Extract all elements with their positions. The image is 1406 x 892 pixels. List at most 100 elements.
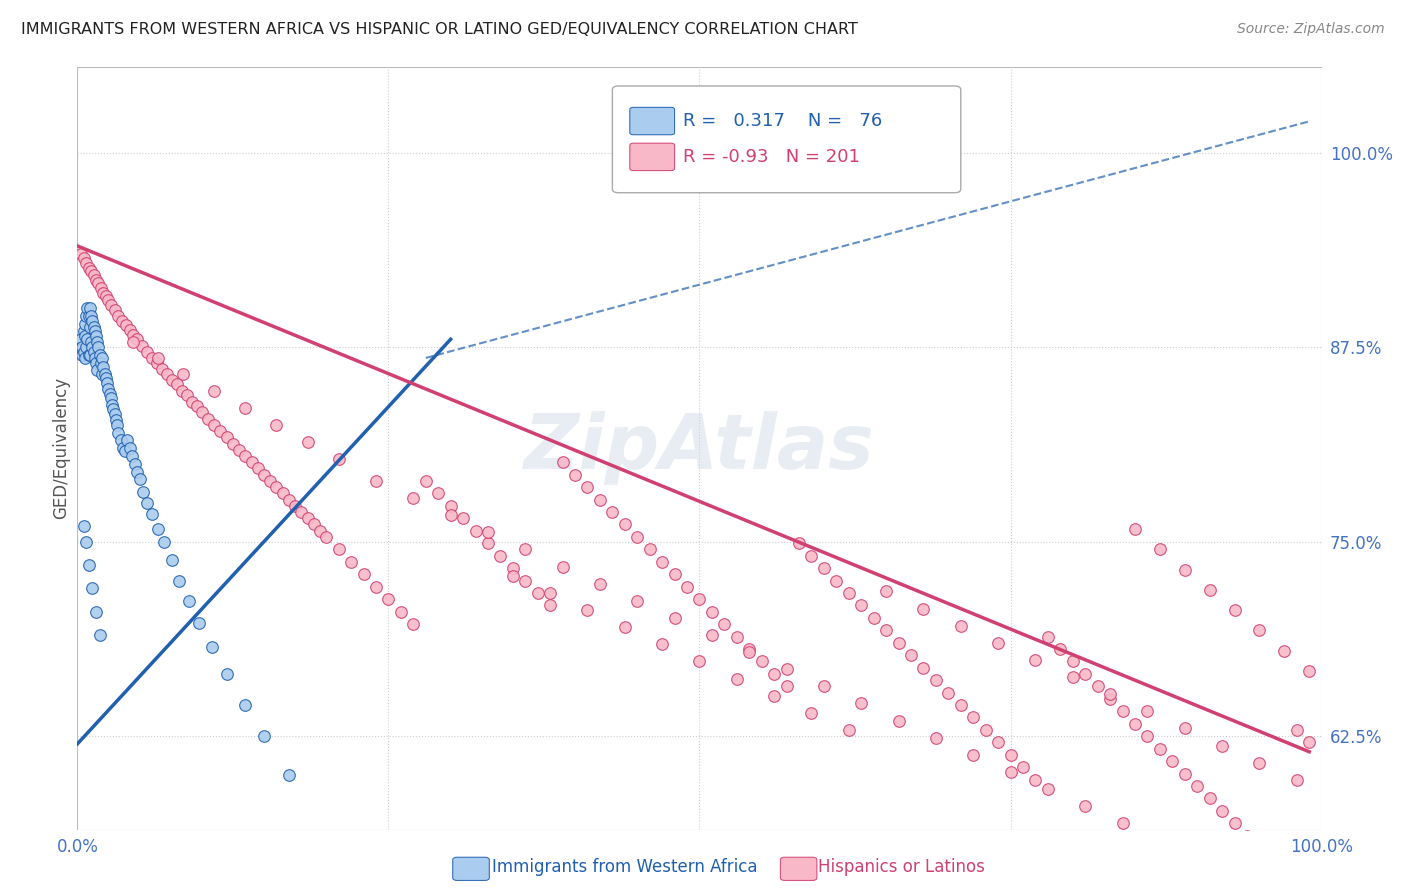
Point <box>156 367 179 381</box>
Point <box>763 667 786 681</box>
Point <box>160 553 183 567</box>
Point <box>1223 868 1246 882</box>
Point <box>1236 829 1258 843</box>
Point <box>100 392 122 406</box>
Point <box>191 405 214 419</box>
Point <box>1123 522 1146 536</box>
Point <box>838 723 860 737</box>
Point <box>489 549 512 563</box>
Point <box>197 411 219 425</box>
Point <box>72 344 94 359</box>
Point <box>259 474 281 488</box>
Point <box>515 542 537 557</box>
Point <box>689 592 711 607</box>
Point <box>73 351 96 365</box>
Point <box>114 444 136 458</box>
Point <box>77 260 100 275</box>
Point <box>364 474 387 488</box>
Point <box>538 599 561 613</box>
Point <box>1036 782 1059 797</box>
Point <box>415 474 437 488</box>
Point <box>875 624 897 638</box>
Point <box>1161 754 1184 768</box>
Point <box>148 351 170 365</box>
Point <box>477 525 499 540</box>
Point <box>80 335 103 350</box>
Point <box>72 348 94 362</box>
Point <box>101 398 124 412</box>
Point <box>353 567 375 582</box>
Point <box>402 617 425 632</box>
Point <box>122 327 145 342</box>
Text: Immigrants from Western Africa: Immigrants from Western Africa <box>492 858 758 876</box>
Point <box>515 574 537 588</box>
Point <box>1149 833 1171 847</box>
Point <box>77 309 100 323</box>
Point <box>125 332 148 346</box>
Point <box>118 323 141 337</box>
Point <box>233 698 256 712</box>
Point <box>328 452 350 467</box>
Point <box>1174 722 1197 736</box>
Point <box>664 611 686 625</box>
Point <box>75 256 97 270</box>
Point <box>73 317 96 331</box>
Point <box>83 351 105 365</box>
Point <box>838 586 860 600</box>
Point <box>107 309 129 323</box>
Point <box>146 356 169 370</box>
Point <box>1272 643 1295 657</box>
Point <box>613 517 636 532</box>
Point <box>725 630 748 644</box>
Point <box>713 617 735 632</box>
Point <box>80 309 103 323</box>
Point <box>166 377 188 392</box>
Point <box>141 351 163 365</box>
Point <box>613 620 636 634</box>
Point <box>76 332 98 346</box>
Point <box>1249 841 1271 855</box>
Point <box>112 441 135 455</box>
Point <box>862 611 884 625</box>
Point <box>1211 739 1233 753</box>
Point <box>180 394 202 409</box>
Point <box>1036 630 1059 644</box>
Point <box>689 655 711 669</box>
Point <box>1024 772 1046 787</box>
Point <box>1261 854 1284 868</box>
Point <box>79 301 101 315</box>
Point <box>439 508 461 523</box>
Point <box>875 584 897 599</box>
Point <box>150 362 173 376</box>
Text: IMMIGRANTS FROM WESTERN AFRICA VS HISPANIC OR LATINO GED/EQUIVALENCY CORRELATION: IMMIGRANTS FROM WESTERN AFRICA VS HISPAN… <box>21 22 858 37</box>
Point <box>1087 679 1109 693</box>
Point <box>82 313 104 327</box>
Point <box>124 457 146 471</box>
Point <box>328 542 350 557</box>
Point <box>813 561 835 575</box>
Point <box>84 605 107 619</box>
Point <box>72 325 94 339</box>
Point <box>105 417 128 432</box>
Point <box>90 356 112 370</box>
Point <box>738 645 761 659</box>
FancyBboxPatch shape <box>613 86 960 193</box>
Point <box>700 628 723 642</box>
Point <box>551 559 574 574</box>
Point <box>451 511 474 525</box>
Point <box>290 505 312 519</box>
Point <box>389 605 412 619</box>
Point <box>82 582 104 596</box>
Point <box>110 434 132 448</box>
Point <box>107 425 129 440</box>
Point <box>131 338 153 352</box>
Point <box>84 356 107 370</box>
Point <box>79 319 101 334</box>
Point <box>1285 772 1308 787</box>
Point <box>775 662 797 676</box>
Point <box>700 605 723 619</box>
Point <box>77 348 100 362</box>
Point <box>209 424 232 438</box>
Point <box>538 586 561 600</box>
Point <box>90 281 112 295</box>
